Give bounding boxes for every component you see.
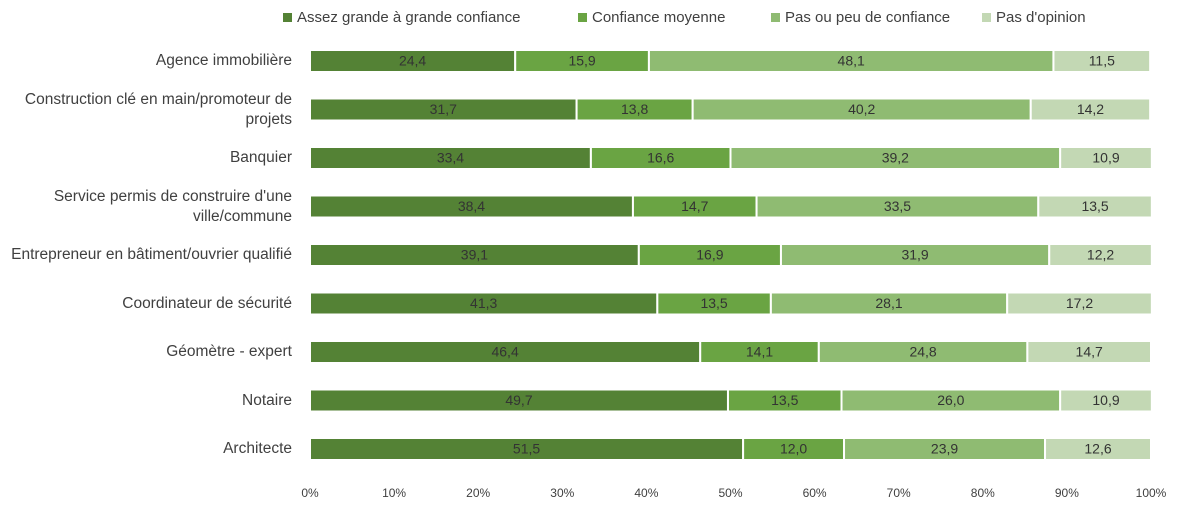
data-label: 11,5 [1089,53,1115,69]
bar-segment [1026,340,1153,364]
bar-segment [1044,437,1153,461]
data-label: 49,7 [505,392,532,408]
y-tick-label: Agence immobilière [155,52,292,69]
y-tick-label: Service permis de construire d'une ville… [53,187,292,225]
data-label: 14,7 [681,198,708,214]
data-label: 13,5 [1081,198,1108,214]
data-label: 28,1 [875,295,902,311]
data-label: 24,4 [399,53,426,69]
data-label: 12,6 [1084,441,1111,457]
data-label: 12,2 [1087,247,1114,263]
data-label: 24,8 [909,344,936,360]
x-tick-label: 90% [1055,486,1079,500]
data-label: 23,9 [931,441,958,457]
data-label: 16,6 [647,150,674,166]
legend-marker [982,13,991,22]
data-label: 40,2 [848,101,875,117]
data-label: 41,3 [470,295,497,311]
x-tick-label: 50% [718,486,742,500]
data-label: 31,9 [901,247,928,263]
x-tick-label: 10% [382,486,406,500]
x-tick-label: 60% [803,486,827,500]
data-label: 39,2 [882,150,909,166]
bar-segment [1052,49,1152,73]
data-label: 12,0 [780,441,807,457]
legend-label: Pas ou peu de confiance [785,9,950,26]
data-label: 48,1 [838,53,865,69]
data-label: 13,8 [621,101,648,117]
bar-segment [1059,388,1153,413]
data-label: 10,9 [1092,392,1119,408]
data-label: 51,5 [513,441,540,457]
data-label: 31,7 [430,101,457,117]
y-tick-label: Banquier [229,149,292,166]
legend-marker [771,13,780,22]
bar-segment [1037,194,1153,219]
legend-marker [283,13,292,22]
x-tick-label: 20% [466,486,490,500]
legend-marker [578,13,587,22]
data-label: 39,1 [461,247,488,263]
data-label: 14,2 [1077,101,1104,117]
y-tick-label: Construction clé en main/promoteur de pr… [24,90,292,128]
y-tick-label: Entrepreneur en bâtiment/ouvrier qualifi… [11,246,292,263]
data-label: 14,1 [746,344,773,360]
y-tick-label: Géomètre - expert [166,343,292,360]
x-tick-label: 30% [550,486,574,500]
x-tick-label: 70% [887,486,911,500]
data-label: 33,4 [437,150,464,166]
x-tick-label: 80% [971,486,995,500]
bar-segment [1006,291,1153,316]
y-tick-label: Coordinateur de sécurité [122,294,292,312]
data-label: 15,9 [568,53,595,69]
data-label: 38,4 [458,198,485,214]
y-tick-label: Notaire [242,391,292,409]
data-label: 14,7 [1076,344,1103,360]
x-tick-label: 0% [301,486,319,500]
data-label: 16,9 [696,247,723,263]
data-label: 46,4 [491,344,518,360]
bar-segment [1029,97,1152,122]
data-label: 13,5 [700,295,727,311]
bar-segment [1059,146,1153,170]
data-label: 17,2 [1066,295,1093,311]
bar-segment [1048,243,1153,267]
legend-label: Confiance moyenne [592,9,725,26]
legend-label: Pas d'opinion [996,9,1086,26]
data-label: 13,5 [771,392,798,408]
legend-label: Assez grande à grande confiance [297,9,520,26]
y-tick-label: Architecte [223,440,292,457]
x-tick-label: 100% [1136,486,1167,500]
data-label: 26,0 [937,392,964,408]
data-label: 33,5 [884,198,911,214]
data-label: 10,9 [1092,150,1119,166]
x-tick-label: 40% [634,486,658,500]
